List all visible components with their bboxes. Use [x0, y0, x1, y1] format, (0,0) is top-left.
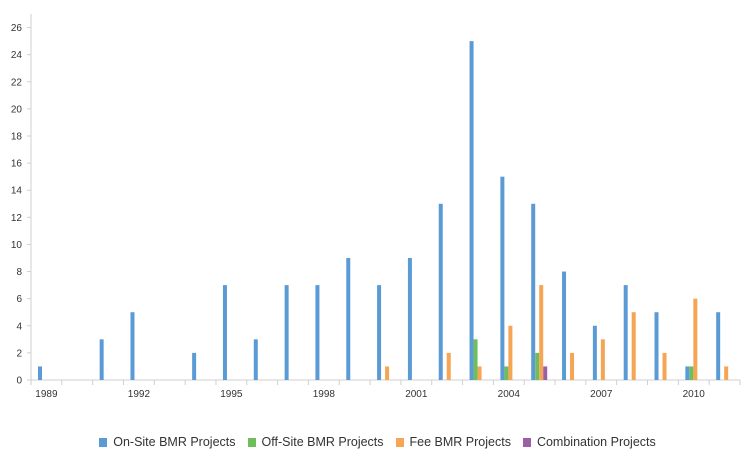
bar[interactable]: [662, 352, 667, 380]
x-tick-label: 2004: [498, 389, 521, 400]
bar[interactable]: [438, 203, 443, 380]
y-tick-label: 14: [11, 186, 23, 197]
legend-swatch: [522, 437, 531, 447]
bar[interactable]: [724, 366, 729, 380]
bar[interactable]: [716, 312, 721, 380]
y-tick-label: 20: [11, 104, 23, 115]
bar[interactable]: [473, 339, 478, 380]
bar[interactable]: [531, 203, 536, 380]
y-tick-label: 10: [11, 240, 23, 251]
bar[interactable]: [99, 339, 104, 380]
legend-swatch: [395, 437, 404, 447]
y-tick-label: 8: [16, 267, 22, 278]
bar[interactable]: [508, 325, 513, 380]
x-tick-label: 1998: [313, 389, 336, 400]
legend-swatch: [247, 437, 256, 447]
y-tick-label: 4: [16, 321, 22, 332]
bar[interactable]: [631, 312, 636, 380]
bar[interactable]: [407, 258, 412, 380]
legend-label: Fee BMR Projects: [409, 435, 511, 449]
x-tick-label: 1992: [128, 389, 151, 400]
y-tick-label: 12: [11, 213, 23, 224]
y-tick-label: 6: [16, 294, 22, 305]
bar[interactable]: [130, 312, 135, 380]
bar[interactable]: [600, 339, 605, 380]
y-tick-label: 18: [11, 132, 23, 143]
bar[interactable]: [693, 298, 698, 380]
bar[interactable]: [284, 285, 289, 380]
bar[interactable]: [222, 285, 227, 380]
bar[interactable]: [385, 366, 390, 380]
x-tick-label: 2007: [590, 389, 613, 400]
x-tick-label: 1995: [220, 389, 243, 400]
bar[interactable]: [504, 366, 509, 380]
legend-item[interactable]: Combination Projects: [522, 435, 656, 449]
bars: [38, 41, 729, 380]
bar[interactable]: [689, 366, 694, 380]
legend: On-Site BMR Projects Off-Site BMR Project…: [0, 435, 755, 449]
bar[interactable]: [469, 41, 474, 380]
y-tick-label: 26: [11, 23, 23, 34]
bar[interactable]: [315, 285, 320, 380]
bar[interactable]: [500, 176, 505, 380]
bar[interactable]: [446, 352, 451, 380]
legend-item[interactable]: On-Site BMR Projects: [99, 435, 236, 449]
bar[interactable]: [592, 325, 597, 380]
bar[interactable]: [192, 352, 197, 380]
bar[interactable]: [685, 366, 690, 380]
bar[interactable]: [253, 339, 258, 380]
y-tick-label: 24: [11, 50, 23, 61]
legend-label: Combination Projects: [536, 435, 656, 449]
x-tick-label: 2001: [405, 389, 428, 400]
legend-item[interactable]: Off-Site BMR Projects: [247, 435, 384, 449]
legend-item[interactable]: Fee BMR Projects: [395, 435, 511, 449]
y-tick-label: 0: [16, 376, 22, 387]
bar[interactable]: [543, 366, 548, 380]
y-tick-label: 2: [16, 348, 22, 359]
bar[interactable]: [346, 258, 351, 380]
bar[interactable]: [535, 352, 540, 380]
legend-swatch: [99, 437, 108, 447]
legend-label: Off-Site BMR Projects: [261, 435, 384, 449]
bar[interactable]: [477, 366, 482, 380]
bar[interactable]: [539, 285, 544, 380]
legend-label: On-Site BMR Projects: [113, 435, 236, 449]
bar[interactable]: [377, 285, 382, 380]
y-tick-label: 22: [11, 77, 23, 88]
x-tick-label: 1989: [35, 389, 58, 400]
bar[interactable]: [654, 312, 659, 380]
y-tick-label: 16: [11, 159, 23, 170]
x-tick-label: 2010: [683, 389, 706, 400]
bar[interactable]: [562, 271, 567, 380]
bar[interactable]: [38, 366, 42, 380]
bar[interactable]: [623, 285, 628, 380]
bar[interactable]: [570, 352, 575, 380]
x-axis: 1989 1992 1995 1998 2001 2004 2007 2010: [30, 379, 741, 400]
